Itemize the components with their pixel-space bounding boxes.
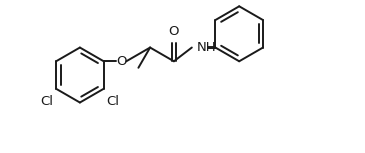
- Text: O: O: [169, 25, 179, 38]
- Text: NH: NH: [197, 41, 216, 54]
- Text: Cl: Cl: [40, 95, 53, 108]
- Text: Cl: Cl: [107, 95, 120, 108]
- Text: O: O: [116, 55, 127, 68]
